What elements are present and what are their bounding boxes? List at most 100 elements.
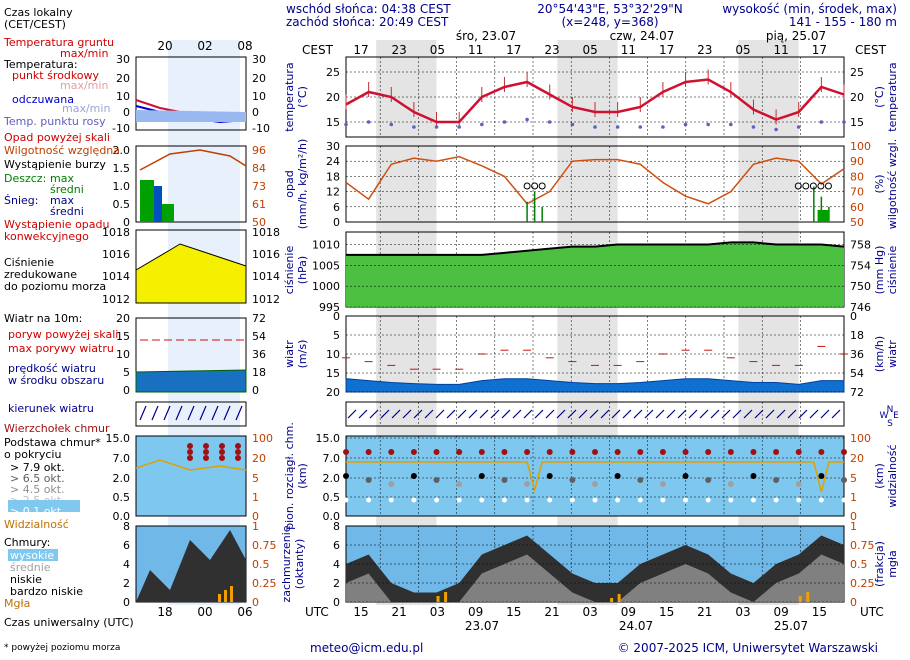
cloud-low-dot: [343, 497, 349, 503]
cest-hour-7: 11: [621, 43, 636, 57]
cloud-low-dot: [456, 497, 462, 503]
wind-tick-r-2: 36: [850, 348, 864, 361]
precip-tick-l-3: 12: [326, 186, 340, 199]
cest-hour-6: 05: [583, 43, 598, 57]
leg-storm: Wystąpienie burzy: [4, 158, 106, 171]
vis-tick-r-3: 1: [850, 491, 857, 504]
dew-point-dot: [706, 122, 710, 127]
wind-arrow: [820, 409, 830, 419]
cover-title-l-0: zachmurzenie: [280, 525, 293, 602]
cloud-tick-l-1: 7.0: [323, 452, 341, 465]
cloud-base-dot: [659, 481, 666, 487]
leg-cloud-top-dot: [203, 449, 209, 455]
leg-conv-1: Wystąpienie opadu: [4, 218, 109, 231]
leg-cloud-top-dot: [235, 449, 241, 455]
utc-hour-7: 09: [621, 605, 636, 619]
leg-base-2: o pokryciu: [4, 448, 61, 461]
cloud-top-dot: [478, 449, 485, 455]
height-values: 141 - 155 - 180 m: [789, 15, 897, 29]
leg-fog-bar-2: [230, 586, 233, 602]
cest-hour-10: 05: [735, 43, 750, 57]
leg-wind-r-1: 54: [252, 330, 266, 343]
leg-dew: Temp. punktu rosy: [3, 115, 106, 128]
leg-snow-title: Śnieg:: [4, 194, 38, 207]
cloud-title-l-0: pion. rozciągł. chm.: [283, 422, 296, 530]
leg-vis-r-3: 1: [252, 491, 259, 504]
press-tick-r-2: 750: [850, 280, 871, 293]
leg-high-bg: [8, 549, 58, 561]
cover-title-r-1: mgła: [886, 550, 899, 578]
leg-temp-l-3: 0: [123, 106, 130, 119]
dew-point-dot: [502, 120, 507, 124]
vis-tick-r-0: 100: [850, 432, 871, 445]
wind-arrow: [721, 409, 731, 419]
leg-wind-l-0: 20: [116, 312, 130, 325]
leg-humid-r-3: 61: [252, 198, 266, 211]
wind-arrow: [567, 409, 577, 419]
footer-email[interactable]: meteo@icm.edu.pl: [310, 641, 423, 655]
leg-precip-l-2: 1.0: [113, 180, 131, 193]
wind-arrow: [501, 409, 511, 419]
cloud-base-dot: [569, 477, 576, 483]
press-title-r-0: (mm Hg): [873, 246, 886, 295]
leg-press-l-1: 1016: [102, 248, 130, 261]
cloud-low-dot: [479, 497, 485, 503]
leg-temp-l-4: -10: [112, 122, 130, 135]
leg-soil-sub: max/min: [60, 47, 108, 60]
leg-okt-4: > 0.1 okt.: [10, 505, 65, 518]
leg-cloud-top-dot: [219, 455, 225, 461]
fog-bar-1: [444, 592, 448, 602]
wind-tick-l-4: 20: [326, 386, 340, 399]
leg-wind-r-4: 0: [252, 384, 259, 397]
leg-humid-r-1: 84: [252, 162, 266, 175]
cloud-top-dot: [659, 449, 666, 455]
cloud-base-dot: [592, 481, 598, 487]
wind-arrow: [402, 409, 412, 419]
cloud-panel-bg: [346, 436, 844, 516]
height-label: wysokość (min, środek, max): [722, 2, 897, 16]
storm-marker: [523, 182, 531, 190]
leg-okt-0: > 7.9 okt.: [10, 461, 65, 474]
leg-wind-area: [135, 369, 247, 393]
cloud-base-dot: [546, 473, 553, 479]
leg-cloud-top-dot: [235, 443, 241, 449]
wind-arrow: [589, 409, 599, 419]
leg-cloud-top-dot: [187, 449, 193, 455]
cloud-top-dot: [818, 449, 825, 455]
cloud-low-dot: [841, 497, 847, 503]
leg-okt-2: > 4.5 okt.: [10, 483, 65, 496]
wind-arrow: [424, 409, 434, 419]
leg-fog-bar-1: [224, 590, 227, 602]
leg-wind-l-2: 10: [116, 348, 130, 361]
leg-cover-l-1: 6: [123, 539, 130, 552]
temp-tick-l-2: 15: [326, 116, 340, 129]
leg-level-2: niskie: [10, 573, 42, 586]
leg-wind-l-3: 5: [123, 366, 130, 379]
wind-arrow: [446, 409, 456, 419]
leg-wind-l-4: 0: [123, 384, 130, 397]
leg-press-1: Ciśnienie: [4, 256, 54, 269]
day-label-1: czw, 24.07: [610, 29, 675, 43]
leg-hour-bottom-0: 18: [157, 605, 172, 619]
cover-tick-l-3: 2: [333, 577, 340, 590]
pressure-area: [346, 242, 844, 307]
dew-point-dot: [842, 120, 846, 124]
dew-point-dot: [412, 125, 416, 129]
leg-vis-r-2: 5: [252, 472, 259, 485]
cloud-mid-area: [346, 554, 844, 602]
cloud-base-dot: [478, 473, 485, 479]
wind-arrow: [578, 409, 588, 419]
leg-cloud-top-dot: [187, 455, 193, 461]
leg-cover-l-3: 2: [123, 577, 130, 590]
leg-wind-l-1: 15: [116, 330, 130, 343]
cloud-top-dot: [705, 449, 712, 455]
wind-arrow: [688, 409, 698, 419]
cloud-low-dot: [728, 497, 734, 503]
leg-cloud-l-0: 15.0: [106, 432, 131, 445]
wind-arrow: [369, 409, 379, 419]
wind-tick-r-0: 72: [850, 386, 864, 399]
wind-tick-r-4: 0: [850, 310, 857, 323]
precip-tick-l-4: 6: [333, 201, 340, 214]
leg-cloud-top-dot: [219, 443, 225, 449]
leg-press-l-3: 1012: [102, 293, 130, 306]
